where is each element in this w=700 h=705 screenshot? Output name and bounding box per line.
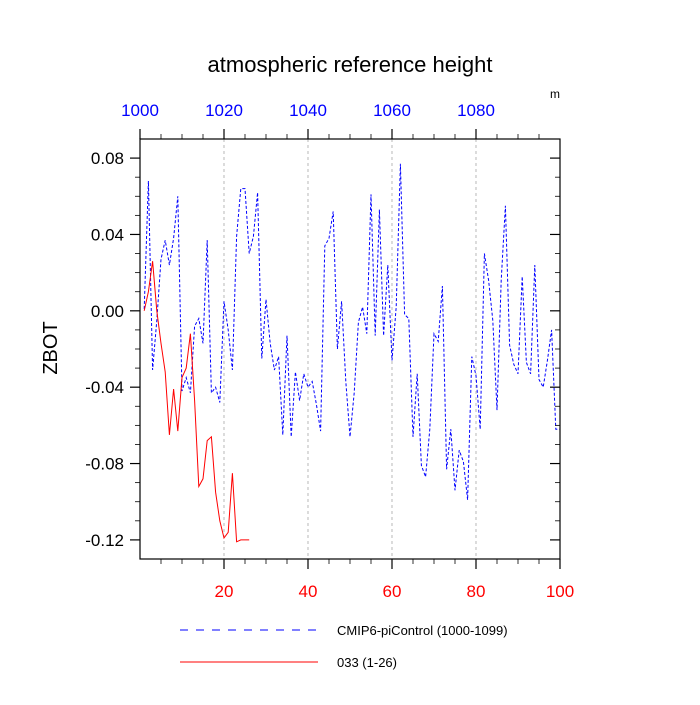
- x-tick-label: 60: [383, 582, 402, 601]
- x-tick-label: 100: [546, 582, 574, 601]
- top-x-tick-label: 1060: [373, 101, 411, 120]
- x-tick-label: 80: [467, 582, 486, 601]
- y-tick-label: 0.04: [91, 225, 124, 244]
- legend-label-0: CMIP6-piControl (1000-1099): [337, 623, 508, 638]
- tick-layer: 0.08 0.04 0.00 -0.04 -0.08 -0.12 20 40 60 80 100 10…: [85, 101, 574, 601]
- x-tick-label: 20: [215, 582, 234, 601]
- top-x-tick-label: 1080: [457, 101, 495, 120]
- plot-frame: [139, 138, 561, 560]
- x-tick-label: 40: [299, 582, 318, 601]
- chart-title: atmospheric reference height: [208, 52, 493, 77]
- top-x-tick-label: 1020: [205, 101, 243, 120]
- grid-layer: [223, 139, 477, 559]
- y-tick-label: 0.00: [91, 302, 124, 321]
- units-label: m: [550, 87, 560, 101]
- y-tick-label: -0.12: [85, 531, 124, 550]
- top-x-tick-label: 1000: [121, 101, 159, 120]
- y-tick-label: -0.04: [85, 378, 124, 397]
- y-tick-label: -0.08: [85, 455, 124, 474]
- top-x-tick-label: 1040: [289, 101, 327, 120]
- legend: CMIP6-piControl (1000-1099) 033 (1-26): [180, 623, 508, 670]
- legend-label-1: 033 (1-26): [337, 655, 397, 670]
- y-axis-label: ZBOT: [40, 321, 62, 374]
- series-line-0: [143, 163, 560, 500]
- y-tick-label: 0.08: [91, 149, 124, 168]
- series-layer: [143, 163, 560, 543]
- series-line-1: [143, 261, 250, 543]
